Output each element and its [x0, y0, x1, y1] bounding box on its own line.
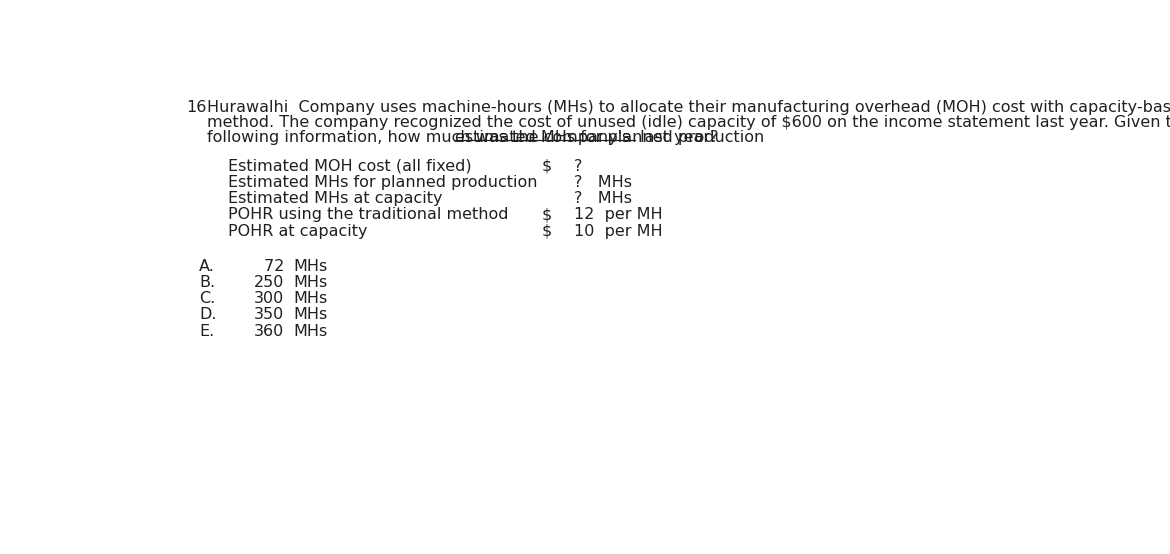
Text: $: $ [542, 159, 552, 174]
Text: A.: A. [199, 259, 215, 274]
Text: ?: ? [574, 159, 583, 174]
Text: Estimated MHs for planned production: Estimated MHs for planned production [228, 175, 537, 190]
Text: D.: D. [199, 307, 216, 322]
Text: $: $ [542, 224, 552, 239]
Text: 16: 16 [186, 100, 207, 115]
Text: 12  per MH: 12 per MH [574, 207, 662, 222]
Text: MHs: MHs [294, 275, 328, 290]
Text: POHR at capacity: POHR at capacity [228, 224, 367, 239]
Text: 350: 350 [254, 307, 284, 322]
Text: 300: 300 [254, 291, 284, 306]
Text: $: $ [542, 207, 552, 222]
Text: ?   MHs: ? MHs [574, 191, 632, 206]
Text: estimated MHs for planned production: estimated MHs for planned production [455, 130, 765, 145]
Text: ?   MHs: ? MHs [574, 175, 632, 190]
Text: method. The company recognized the cost of unused (idle) capacity of $600 on the: method. The company recognized the cost … [207, 115, 1170, 130]
Text: following information, how much was the company's: following information, how much was the … [207, 130, 635, 145]
Text: Hurawalhi  Company uses machine-hours (MHs) to allocate their manufacturing over: Hurawalhi Company uses machine-hours (MH… [207, 100, 1170, 115]
Text: 250: 250 [254, 275, 284, 290]
Text: C.: C. [199, 291, 215, 306]
Text: B.: B. [199, 275, 215, 290]
Text: 10  per MH: 10 per MH [574, 224, 662, 239]
Text: E.: E. [199, 324, 214, 338]
Text: Estimated MHs at capacity: Estimated MHs at capacity [228, 191, 442, 206]
Text: MHs: MHs [294, 259, 328, 274]
Text: last year?: last year? [634, 130, 718, 145]
Text: Estimated MOH cost (all fixed): Estimated MOH cost (all fixed) [228, 159, 472, 174]
Text: 360: 360 [254, 324, 284, 338]
Text: POHR using the traditional method: POHR using the traditional method [228, 207, 508, 222]
Text: 72: 72 [259, 259, 284, 274]
Text: MHs: MHs [294, 291, 328, 306]
Text: MHs: MHs [294, 307, 328, 322]
Text: MHs: MHs [294, 324, 328, 338]
